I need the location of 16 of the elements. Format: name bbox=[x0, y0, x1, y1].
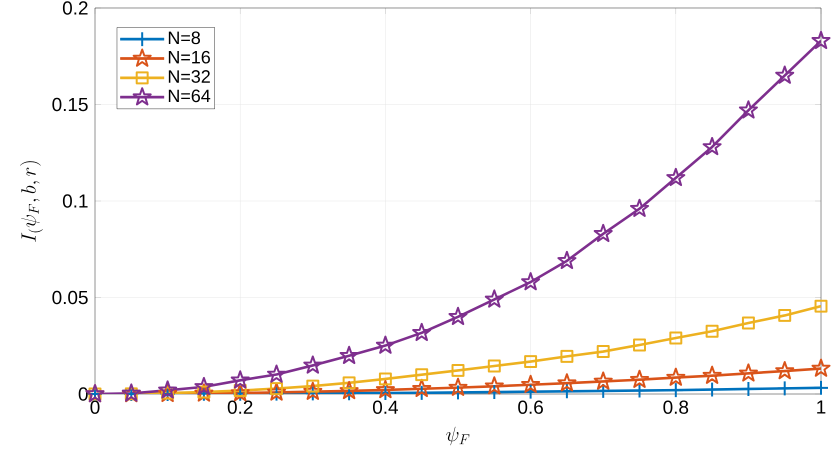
y-tick-label: 0.2 bbox=[62, 1, 88, 15]
legend-label: N=8 bbox=[168, 31, 200, 44]
x-axis-title: $\psi_F$ bbox=[446, 426, 470, 446]
y-axis-title: $I_(\psi_F,b,r)$ bbox=[20, 161, 43, 242]
legend-label: N=64 bbox=[168, 90, 210, 102]
legend-label: N=32 bbox=[168, 70, 210, 83]
x-tick-label: 0.6 bbox=[518, 400, 543, 414]
x-tick-label: 1 bbox=[817, 400, 826, 414]
x-tick-label: 0.8 bbox=[663, 400, 688, 414]
x-tick-label: 0.4 bbox=[372, 400, 398, 414]
x-tick-label: 0.2 bbox=[228, 400, 252, 414]
y-tick-label: 0.1 bbox=[62, 194, 88, 208]
y-tick-label: 0.15 bbox=[52, 98, 88, 112]
legend-label: N=16 bbox=[168, 50, 210, 64]
x-tick-label: 0 bbox=[90, 400, 100, 414]
y-tick-label: 0.05 bbox=[52, 290, 88, 304]
